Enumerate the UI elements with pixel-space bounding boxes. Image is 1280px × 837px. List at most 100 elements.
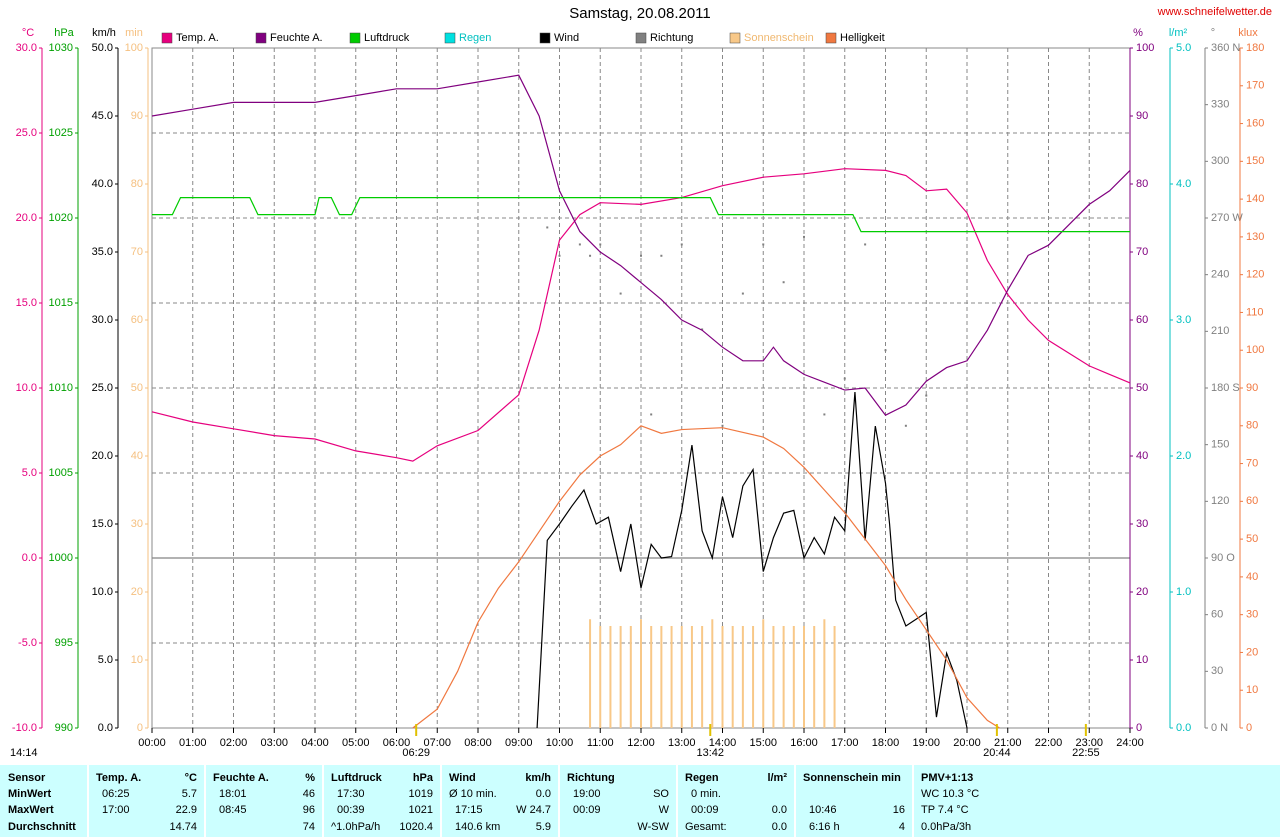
x-tick-label: 00:00 <box>138 737 166 749</box>
y-tick-label: 330 <box>1211 99 1229 111</box>
direction-dot <box>721 424 724 427</box>
y-tick-label: 1005 <box>49 467 73 479</box>
legend-swatch <box>349 32 361 44</box>
y-tick-label: 30.0 <box>92 314 113 326</box>
table-background <box>0 765 1280 837</box>
y-tick-label: 270 W <box>1211 212 1243 224</box>
legend-label: Feuchte A. <box>270 32 323 44</box>
legend-label: Sonnenschein <box>744 32 814 44</box>
y-tick-label: 70 <box>1136 246 1148 258</box>
y-tick-label: 180 S <box>1211 382 1240 394</box>
table-header: Sensor <box>8 772 46 784</box>
direction-dot <box>823 413 826 416</box>
table-cell: 5.9 <box>536 821 551 833</box>
y-tick-label: 20 <box>1246 646 1258 658</box>
series-line <box>151 74 1131 416</box>
table-cell: 06:25 <box>102 788 130 800</box>
y-tick-label: 30.0 <box>16 42 37 54</box>
table-cell: 74 <box>303 821 315 833</box>
y-tick-label: 130 <box>1246 231 1264 243</box>
x-tick-label: 12:00 <box>627 737 655 749</box>
y-tick-label: 90 <box>1246 382 1258 394</box>
table-cell: 0.0 <box>772 804 787 816</box>
table-cell: Durchschnitt <box>8 821 76 833</box>
table-header: % <box>305 772 315 784</box>
y-tick-label: 90 <box>1136 110 1148 122</box>
y-tick-label: 10.0 <box>16 382 37 394</box>
y-tick-label: -5.0 <box>18 637 37 649</box>
table-header: Sonnenschein min <box>803 772 901 784</box>
direction-dot <box>741 292 744 295</box>
y-tick-label: 3.0 <box>1176 314 1191 326</box>
x-tick-label: 21:00 <box>994 737 1022 749</box>
y-tick-label: 15.0 <box>16 297 37 309</box>
table-cell: 4 <box>899 821 905 833</box>
table-cell: ^1.0hPa/h <box>331 821 380 833</box>
y-tick-label: 300 <box>1211 155 1229 167</box>
x-tick-label: 08:00 <box>464 737 492 749</box>
axis-unit: % <box>1133 27 1143 39</box>
x-tick-label: 24:00 <box>1116 737 1144 749</box>
y-tick-label: 40 <box>1136 450 1148 462</box>
table-cell: 0.0 <box>536 788 551 800</box>
y-tick-label: 100 <box>1136 42 1154 54</box>
x-tick-label: 01:00 <box>179 737 207 749</box>
x-tick-label: 05:00 <box>342 737 370 749</box>
series-line <box>412 425 1000 729</box>
table-cell: Gesamt: <box>685 821 727 833</box>
x-tick-label: 16:00 <box>790 737 818 749</box>
x-tick-label: 13:00 <box>668 737 696 749</box>
table-cell: 22.9 <box>176 804 197 816</box>
y-tick-label: 120 <box>1211 495 1229 507</box>
table-cell: 0.0 <box>772 821 787 833</box>
direction-dot <box>640 254 642 257</box>
x-tick-label: 18:00 <box>872 737 900 749</box>
y-tick-label: 990 <box>55 722 73 734</box>
y-tick-label: 30 <box>1136 518 1148 530</box>
y-tick-label: 50 <box>131 382 143 394</box>
table-header: PMV+1:13 <box>921 772 973 784</box>
direction-dot <box>904 424 907 427</box>
legend-swatch <box>161 32 173 44</box>
table-cell: 0 min. <box>691 788 721 800</box>
y-tick-label: 150 <box>1246 155 1264 167</box>
y-tick-label: 0 <box>1246 722 1252 734</box>
table-cell: W-SW <box>637 821 669 833</box>
chart-title: Samstag, 20.08.2011 <box>569 5 711 22</box>
y-tick-label: 160 <box>1246 117 1264 129</box>
y-tick-label: 10 <box>1136 654 1148 666</box>
legend-swatch <box>825 32 837 44</box>
y-tick-label: 50 <box>1136 382 1148 394</box>
table-cell: 00:39 <box>337 804 365 816</box>
direction-dot <box>782 281 785 284</box>
table-cell: 1020.4 <box>399 821 433 833</box>
x-tick-label: 04:00 <box>301 737 329 749</box>
y-tick-label: 80 <box>1246 420 1258 432</box>
x-tick-label: 15:00 <box>749 737 777 749</box>
y-tick-label: 180 <box>1246 42 1264 54</box>
y-tick-label: 5.0 <box>1176 42 1191 54</box>
y-tick-label: 20.0 <box>16 212 37 224</box>
table-header: l/m² <box>767 772 787 784</box>
axis-unit: l/m² <box>1169 27 1188 39</box>
x-tick-label: 14:00 <box>709 737 737 749</box>
y-tick-label: 5.0 <box>98 654 113 666</box>
y-tick-label: 100 <box>1246 344 1264 356</box>
table-header: km/h <box>525 772 551 784</box>
table-header: hPa <box>413 772 434 784</box>
y-tick-label: 35.0 <box>92 246 113 258</box>
marker-label: 22:55 <box>1072 747 1100 759</box>
table-header: Regen <box>685 772 719 784</box>
direction-dot <box>546 226 549 229</box>
direction-dot <box>884 349 887 352</box>
direction-dot <box>660 254 663 257</box>
table-cell: 08:45 <box>219 804 247 816</box>
y-tick-label: 210 <box>1211 325 1229 337</box>
direction-dot <box>762 243 765 246</box>
y-tick-label: 20 <box>1136 586 1148 598</box>
y-tick-label: 170 <box>1246 80 1264 92</box>
table-cell: WC 10.3 °C <box>921 788 979 800</box>
y-tick-label: 15.0 <box>92 518 113 530</box>
y-tick-label: 150 <box>1211 439 1229 451</box>
direction-dot <box>925 394 928 397</box>
